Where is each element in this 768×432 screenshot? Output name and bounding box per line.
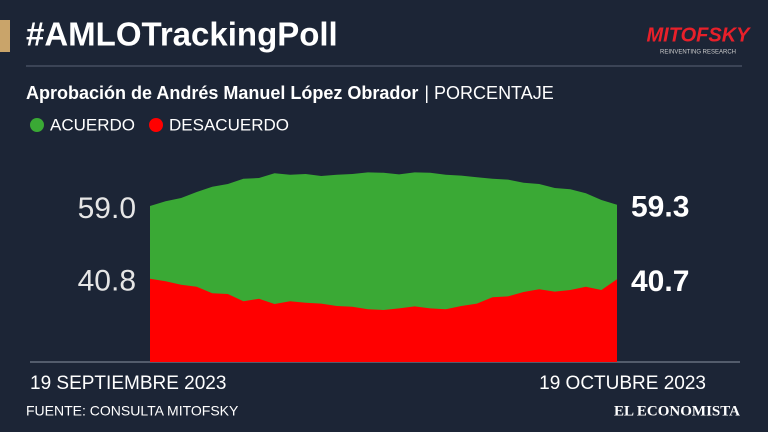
legend-label: ACUERDO xyxy=(50,115,135,134)
legend-swatch xyxy=(30,118,44,132)
brand: EL ECONOMISTA xyxy=(614,403,740,419)
logo-tagline: REINVENTING RESEARCH xyxy=(660,50,736,56)
logo: MITOFSKY xyxy=(647,24,752,46)
value-label: 40.7 xyxy=(631,265,689,298)
legend-swatch xyxy=(149,118,164,132)
subtitle: Aprobación de Andrés Manuel López Obrado… xyxy=(26,83,554,103)
value-label: 59.3 xyxy=(631,191,689,224)
x-tick-label: 19 OCTUBRE 2023 xyxy=(539,373,706,394)
accent-bar xyxy=(0,20,10,52)
x-tick-label: 19 SEPTIEMBRE 2023 xyxy=(30,373,226,394)
value-label: 59.0 xyxy=(78,192,136,225)
value-label: 40.8 xyxy=(78,265,136,298)
legend-label: DESACUERDO xyxy=(169,115,289,134)
chart-title: #AMLOTrackingPoll xyxy=(26,16,338,53)
subtitle-unit: | PORCENTAJE xyxy=(424,83,553,103)
subtitle-main: Aprobación de Andrés Manuel López Obrado… xyxy=(26,83,418,103)
source: FUENTE: CONSULTA MITOFSKY xyxy=(26,403,239,419)
area xyxy=(150,278,617,362)
